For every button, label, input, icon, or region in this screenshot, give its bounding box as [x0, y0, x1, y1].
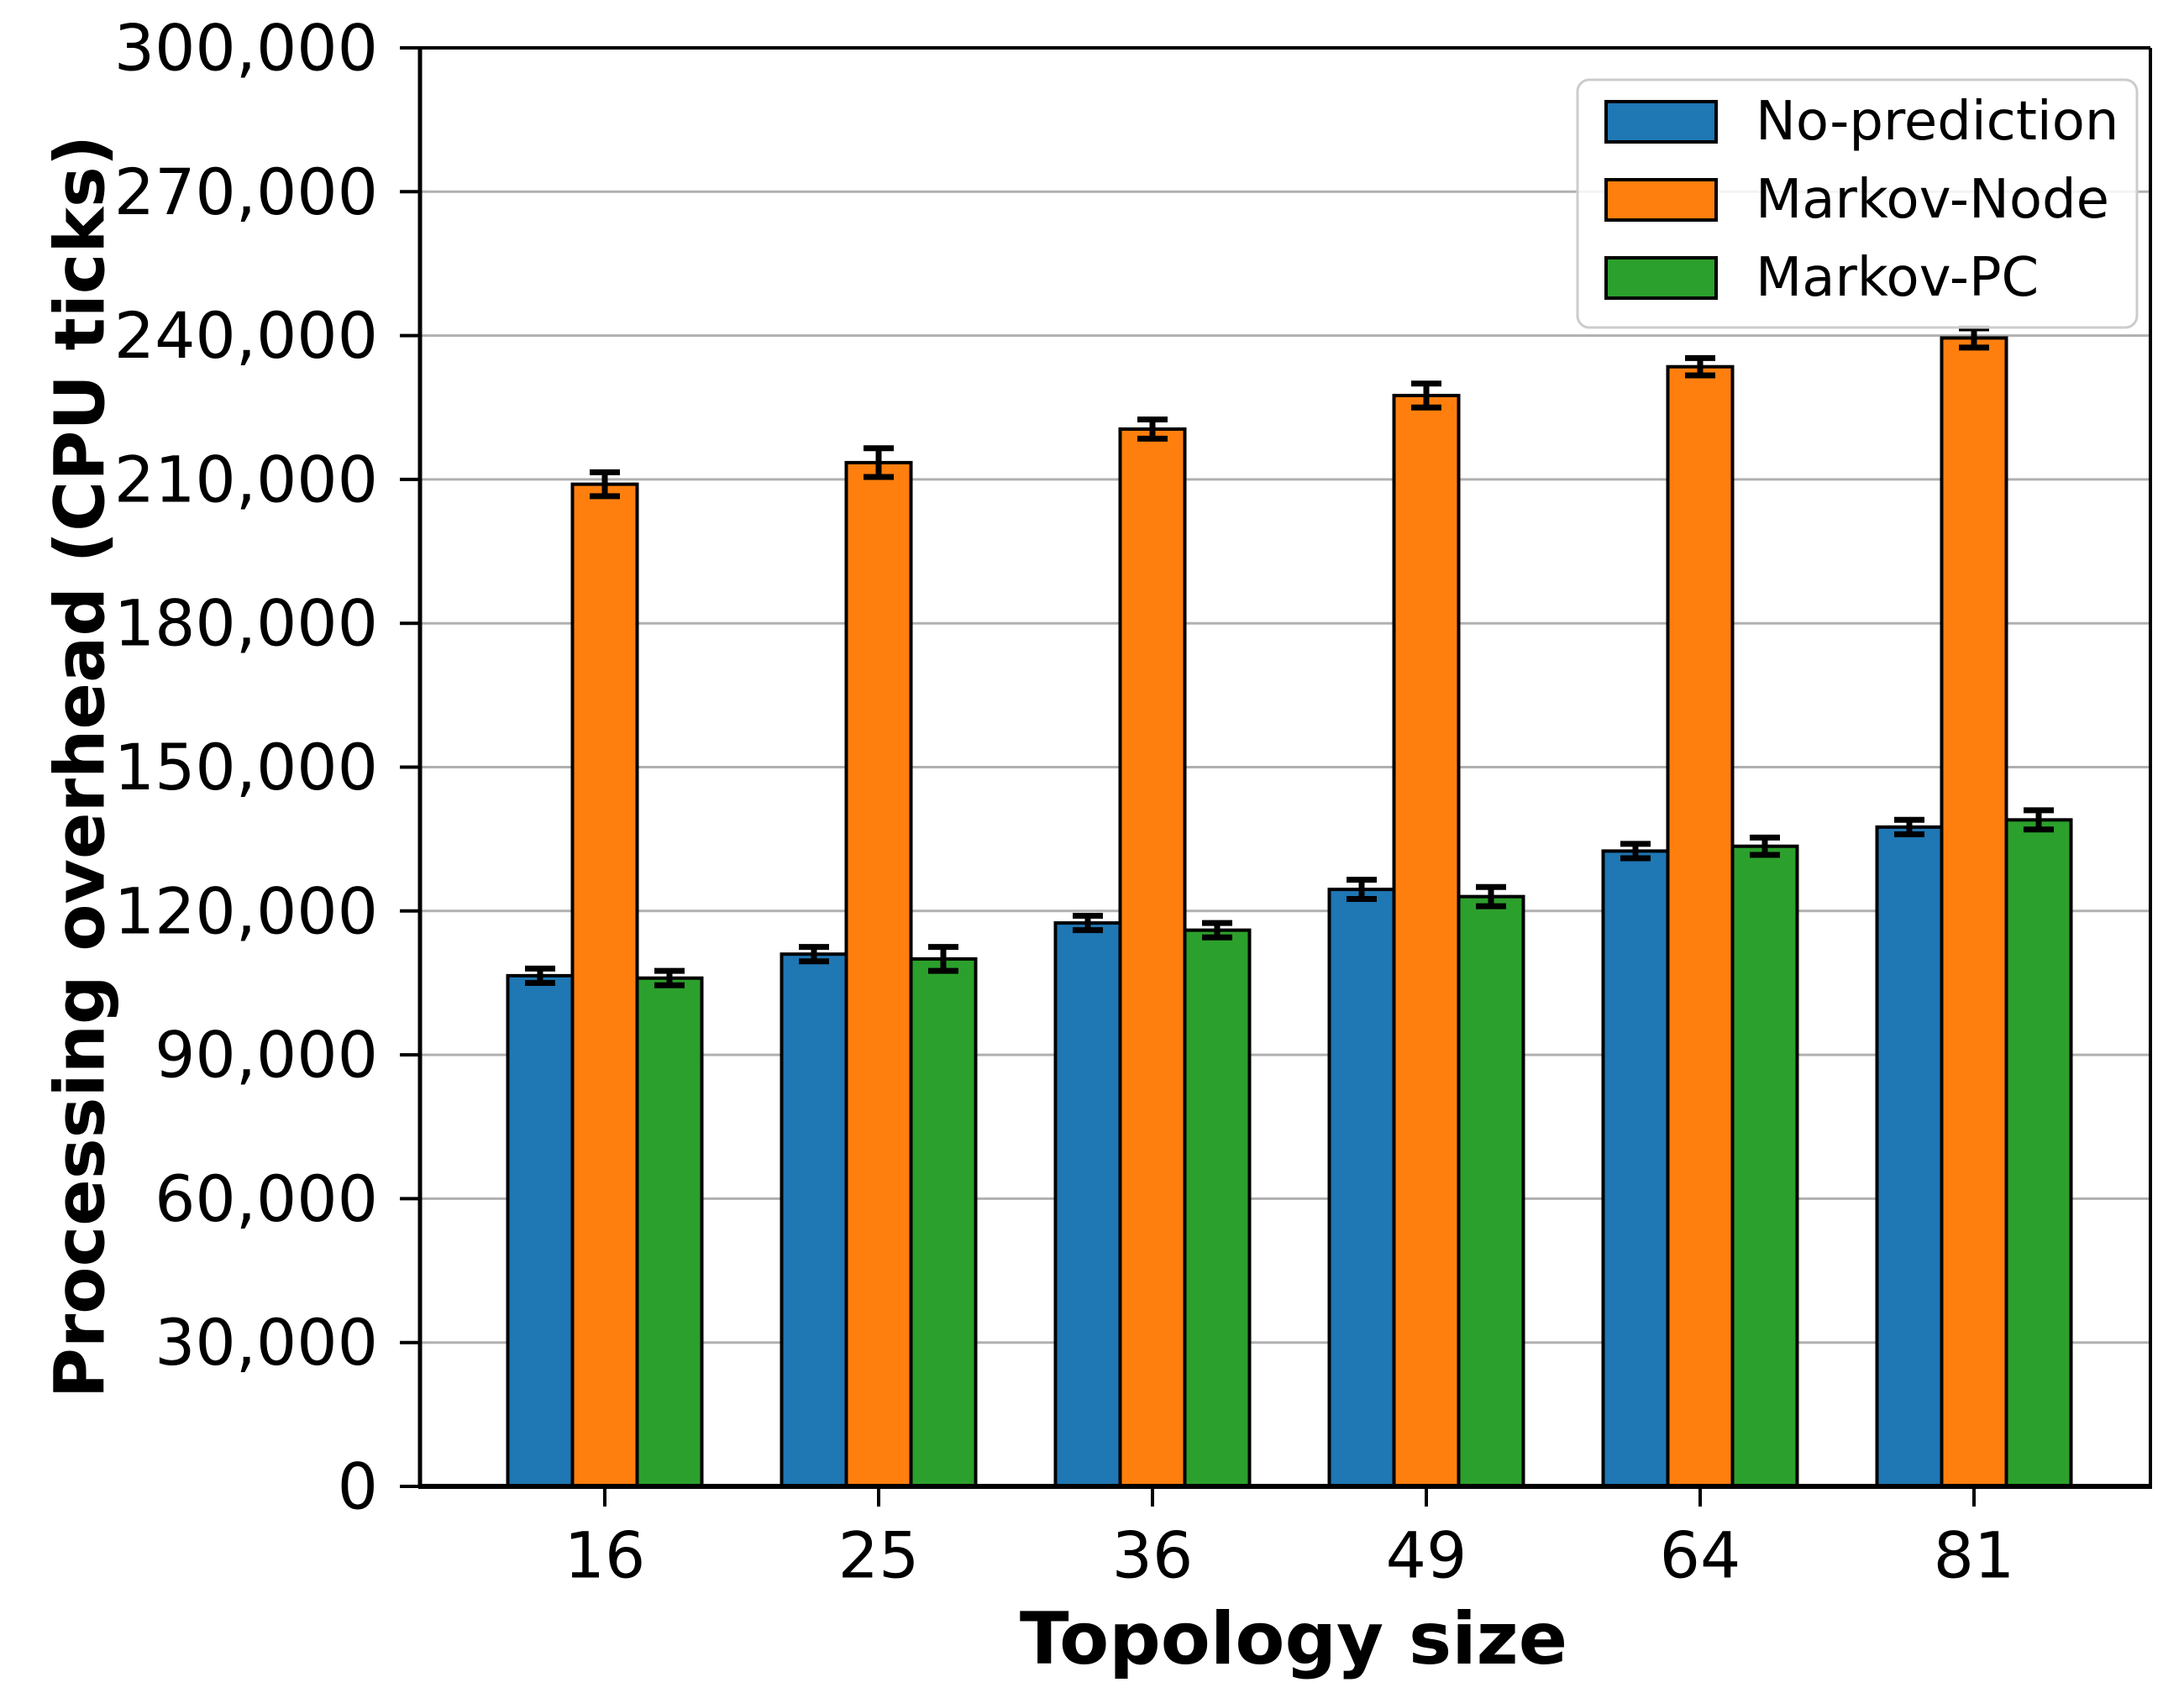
y-tick-label: 30,000: [155, 1305, 378, 1380]
legend-swatch-Markov-PC: [1604, 256, 1718, 300]
error-bar-No-prediction-81: [1894, 816, 1924, 837]
legend-label-No-prediction: No-prediction: [1756, 91, 2118, 153]
bar-Markov-PC-16: [635, 976, 704, 1488]
y-axis: 0 30,000 60,000 90,000 120,000 150,000 180,000…: [114, 11, 420, 1524]
gridlines: [420, 46, 2150, 1344]
error-bar-Markov-Node-16: [590, 469, 620, 500]
bar-Markov-Node-49: [1392, 393, 1461, 1489]
bar-Markov-PC-36: [1183, 928, 1252, 1488]
bar-Markov-PC-49: [1457, 894, 1525, 1489]
bar-Markov-Node-16: [570, 482, 639, 1488]
x-axis: 16 25 36 49 64 81: [564, 1486, 2015, 1593]
y-tick-label: 90,000: [155, 1018, 378, 1093]
legend-label-Markov-Node: Markov-Node: [1756, 169, 2109, 231]
bar-Markov-Node-81: [1940, 336, 2008, 1489]
error-bar-Markov-PC-36: [1202, 920, 1232, 941]
error-bar-No-prediction-49: [1347, 877, 1377, 903]
legend: No-prediction Markov-Node Markov-PC: [1576, 78, 2139, 329]
bar-Markov-Node-36: [1118, 427, 1187, 1489]
y-tick-label: 270,000: [114, 155, 378, 229]
bar-Markov-PC-64: [1730, 844, 1799, 1488]
legend-item-No-prediction: No-prediction: [1604, 91, 2118, 153]
error-bar-No-prediction-64: [1620, 841, 1651, 862]
error-bars-group: [525, 325, 2054, 988]
x-tick-label: 25: [838, 1518, 920, 1593]
x-tick-label: 81: [1934, 1518, 2015, 1593]
error-bar-No-prediction-36: [1073, 913, 1103, 934]
y-axis-label: Processing overhead (CPU ticks): [41, 135, 121, 1398]
y-tick-label: 240,000: [114, 298, 378, 373]
error-bar-No-prediction-25: [799, 944, 829, 965]
legend-swatch-Markov-Node: [1604, 178, 1718, 222]
error-bar-Markov-Node-36: [1137, 417, 1168, 442]
y-tick-label: 210,000: [114, 442, 378, 516]
bar-No-prediction-81: [1875, 825, 1944, 1488]
error-bar-Markov-PC-25: [928, 944, 958, 974]
x-tick-label: 64: [1660, 1518, 1741, 1593]
legend-item-Markov-Node: Markov-Node: [1604, 169, 2109, 231]
x-tick-label: 16: [564, 1518, 646, 1593]
bar-Markov-PC-81: [2004, 818, 2073, 1488]
bar-Markov-Node-64: [1666, 364, 1735, 1489]
error-bar-Markov-PC-64: [1750, 834, 1780, 858]
bar-No-prediction-64: [1601, 849, 1670, 1488]
bar-No-prediction-36: [1053, 921, 1122, 1488]
y-tick-label: 300,000: [114, 11, 378, 86]
legend-item-Markov-PC: Markov-PC: [1604, 247, 2039, 309]
y-tick-label: 180,000: [114, 586, 378, 661]
error-bar-Markov-PC-16: [654, 967, 685, 988]
error-bar-Markov-Node-25: [864, 445, 894, 480]
bar-Markov-Node-25: [844, 460, 913, 1488]
y-tick-label: 120,000: [114, 873, 378, 948]
y-tick-label: 60,000: [155, 1161, 378, 1236]
error-bar-Markov-Node-64: [1685, 354, 1715, 379]
bars-group: [506, 336, 2073, 1489]
error-bar-Markov-PC-49: [1476, 883, 1506, 909]
x-tick-label: 49: [1386, 1518, 1467, 1593]
bar-No-prediction-16: [506, 973, 575, 1488]
error-bar-Markov-PC-81: [2024, 807, 2054, 833]
bar-No-prediction-49: [1327, 888, 1396, 1488]
bar-No-prediction-25: [780, 952, 848, 1488]
y-tick-label: 150,000: [114, 730, 378, 804]
y-tick-label: 0: [338, 1449, 378, 1524]
error-bar-No-prediction-16: [525, 965, 555, 986]
x-tick-label: 36: [1112, 1518, 1194, 1593]
legend-label-Markov-PC: Markov-PC: [1756, 247, 2039, 309]
legend-swatch-No-prediction: [1604, 100, 1718, 144]
error-bar-Markov-Node-49: [1411, 380, 1441, 411]
x-axis-label: Topology size: [1020, 1597, 1567, 1681]
bar-Markov-PC-25: [909, 956, 978, 1488]
